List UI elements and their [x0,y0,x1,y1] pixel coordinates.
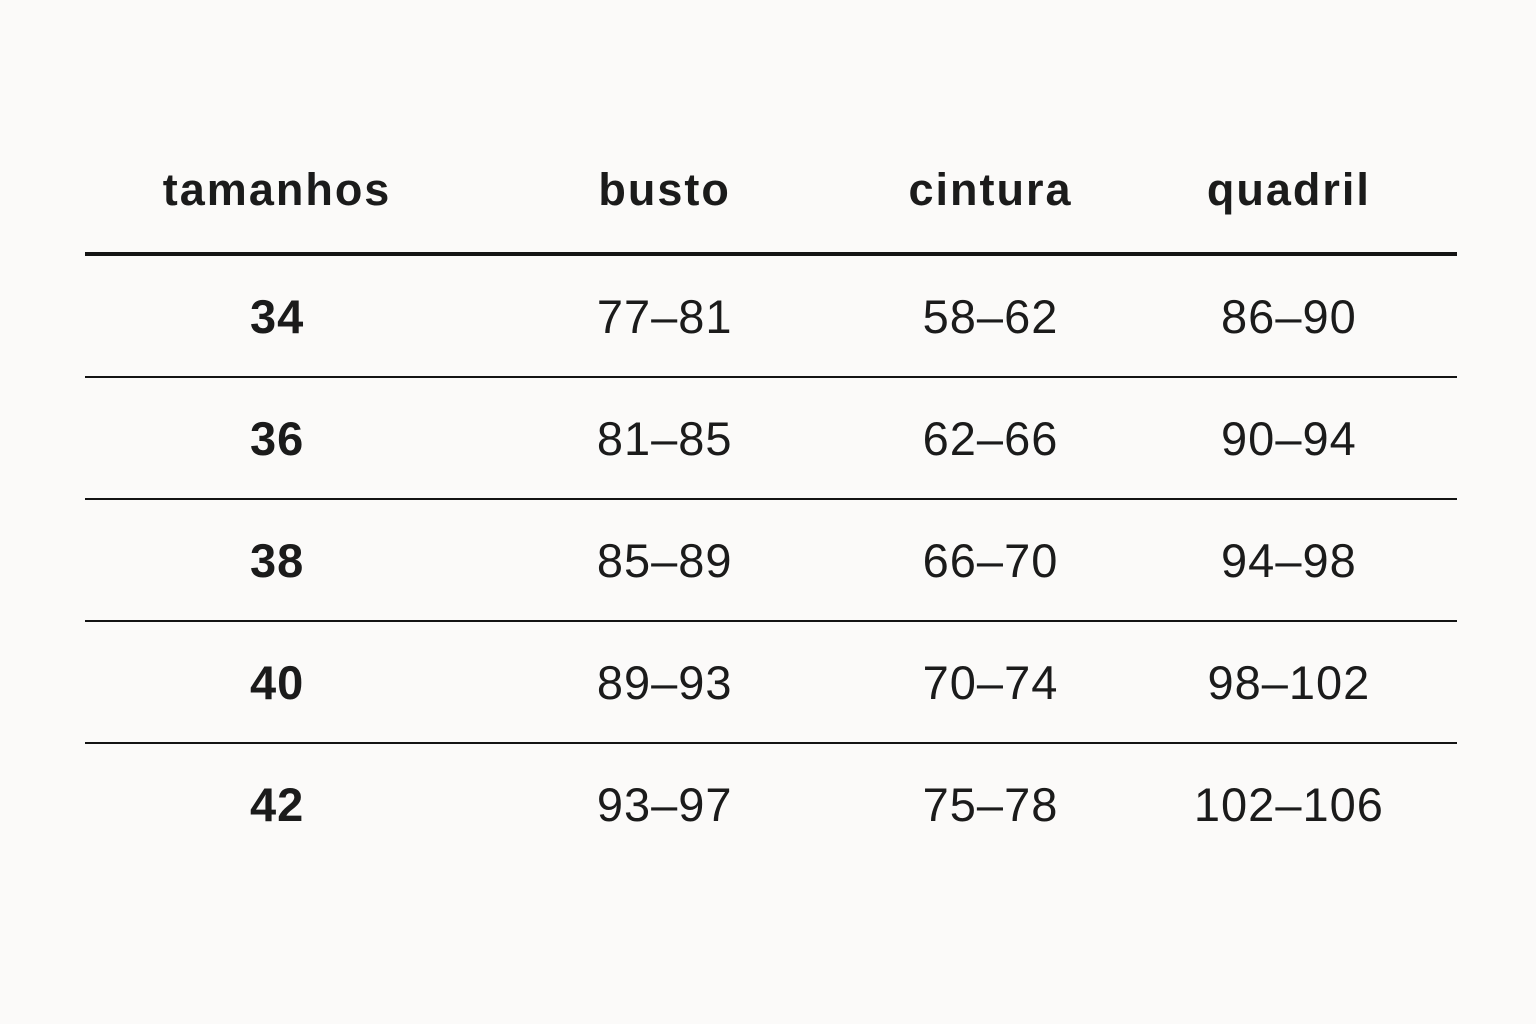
size-chart-table: tamanhos busto cintura quadril 34 77–81 … [85,128,1457,864]
table-row: 36 81–85 62–66 90–94 [85,378,1457,500]
cintura-range: 66–70 [922,533,1059,587]
column-header-tamanhos: tamanhos [162,164,392,215]
size-value: 34 [249,289,305,343]
table-row: 34 77–81 58–62 86–90 [85,256,1457,378]
quadril-range: 86–90 [1221,289,1357,343]
table-row: 40 89–93 70–74 98–102 [85,622,1457,744]
quadril-range: 98–102 [1207,655,1371,709]
table-header-row: tamanhos busto cintura quadril [85,128,1457,256]
quadril-range: 90–94 [1221,411,1357,465]
table-row: 38 85–89 66–70 94–98 [85,500,1457,622]
size-value: 38 [249,533,305,587]
busto-range: 85–89 [596,533,733,587]
quadril-range: 94–98 [1221,533,1357,587]
busto-range: 81–85 [596,411,733,465]
busto-range: 77–81 [596,289,733,343]
size-value: 42 [249,777,305,831]
column-header-quadril: quadril [1206,164,1371,215]
busto-range: 89–93 [596,655,733,709]
table-row: 42 93–97 75–78 102–106 [85,744,1457,864]
cintura-range: 58–62 [922,289,1059,343]
cintura-range: 75–78 [922,777,1059,831]
cintura-range: 70–74 [922,655,1059,709]
column-header-busto: busto [598,164,731,215]
cintura-range: 62–66 [922,411,1059,465]
quadril-range: 102–106 [1193,777,1384,831]
size-value: 40 [249,655,305,709]
busto-range: 93–97 [596,777,733,831]
size-value: 36 [249,411,305,465]
column-header-cintura: cintura [908,164,1073,215]
